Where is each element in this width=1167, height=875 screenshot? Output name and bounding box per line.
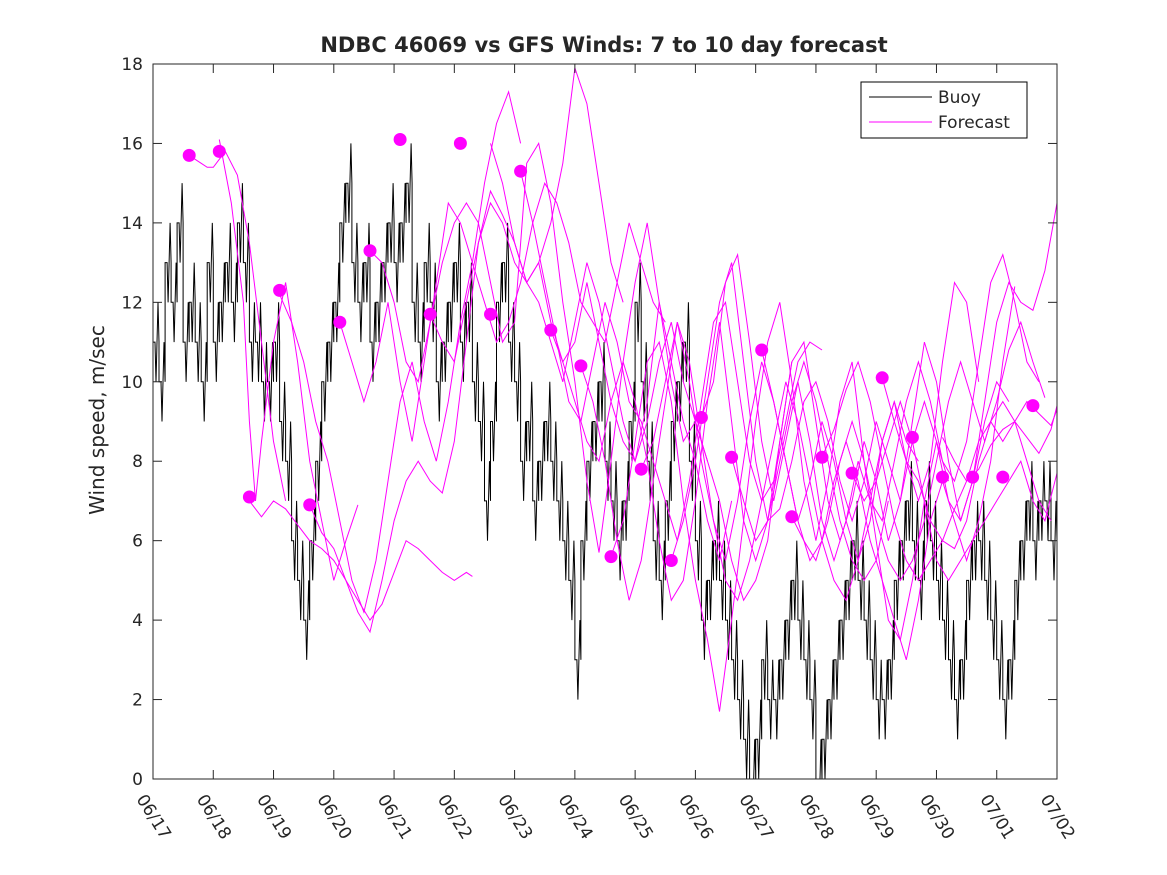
forecast-start-marker xyxy=(544,323,558,337)
forecast-series-line xyxy=(700,252,1040,563)
forecast-start-marker xyxy=(333,315,347,329)
forecast-start-marker xyxy=(905,430,919,444)
forecast-start-marker xyxy=(634,462,648,476)
forecast-series-line xyxy=(851,399,1057,582)
forecast-start-marker xyxy=(996,470,1010,484)
y-tick-label: 0 xyxy=(132,770,143,790)
forecast-series-line xyxy=(610,302,949,712)
y-axis-label: Wind speed, m/sec xyxy=(85,325,109,515)
forecast-series-line xyxy=(791,320,1046,582)
forecast-series-line xyxy=(309,67,624,634)
forecast-start-marker xyxy=(936,470,949,484)
y-tick-label: 18 xyxy=(121,55,143,75)
forecast-series-line xyxy=(550,322,889,602)
forecast-start-marker xyxy=(303,498,317,512)
forecast-start-marker xyxy=(875,371,889,385)
forecast-series-line xyxy=(339,181,666,442)
y-tick-label: 14 xyxy=(121,214,143,234)
forecast-start-marker xyxy=(273,283,287,297)
forecast-series-line xyxy=(942,405,1057,482)
y-tick-label: 16 xyxy=(121,134,143,154)
legend-box xyxy=(860,81,1028,139)
forecast-start-marker xyxy=(514,164,528,178)
forecast-series-line xyxy=(670,262,1010,561)
legend-label-forecast: Forecast xyxy=(938,113,1010,133)
legend: Buoy Forecast xyxy=(860,81,1028,139)
forecast-start-marker xyxy=(423,307,437,321)
forecast-start-marker xyxy=(664,554,678,567)
forecast-start-marker xyxy=(755,343,769,357)
forecast-series-line xyxy=(218,139,359,581)
forecast-start-marker xyxy=(393,133,407,146)
buoy-series-line xyxy=(153,143,1057,779)
forecast-start-marker xyxy=(242,490,256,504)
forecast-series-line xyxy=(821,360,1052,582)
forecast-start-marker xyxy=(1026,399,1040,413)
forecast-start-marker xyxy=(604,550,618,564)
forecast-start-marker xyxy=(182,148,196,162)
y-tick-label: 10 xyxy=(121,373,143,393)
forecast-series-line xyxy=(490,143,793,602)
chart-title: NDBC 46069 vs GFS Winds: 7 to 10 day for… xyxy=(320,33,887,57)
forecast-series-line xyxy=(429,201,733,561)
forecast-series-line xyxy=(369,142,708,553)
y-tick-label: 4 xyxy=(132,611,143,631)
axes-frame xyxy=(152,63,1058,780)
forecast-start-marker xyxy=(212,144,226,158)
legend-label-buoy: Buoy xyxy=(938,88,981,108)
forecast-start-marker xyxy=(453,136,467,150)
y-tick-label: 2 xyxy=(132,691,143,711)
forecast-start-marker xyxy=(845,466,859,480)
y-tick-label: 6 xyxy=(132,532,143,552)
forecast-start-marker xyxy=(725,450,739,464)
y-tick-label: 12 xyxy=(121,293,143,313)
forecast-start-marker xyxy=(694,411,708,424)
y-tick-label: 8 xyxy=(132,452,143,472)
forecast-start-marker xyxy=(574,359,588,373)
forecast-start-marker xyxy=(363,244,377,258)
forecast-series-line xyxy=(279,90,522,614)
forecast-series-line xyxy=(580,322,919,602)
series-group xyxy=(153,67,1057,779)
forecast-start-marker xyxy=(785,510,799,524)
forecast-start-marker xyxy=(815,450,829,464)
forecast-series-line xyxy=(520,171,823,541)
forecast-start-marker xyxy=(966,470,980,484)
forecast-start-marker xyxy=(484,307,497,321)
